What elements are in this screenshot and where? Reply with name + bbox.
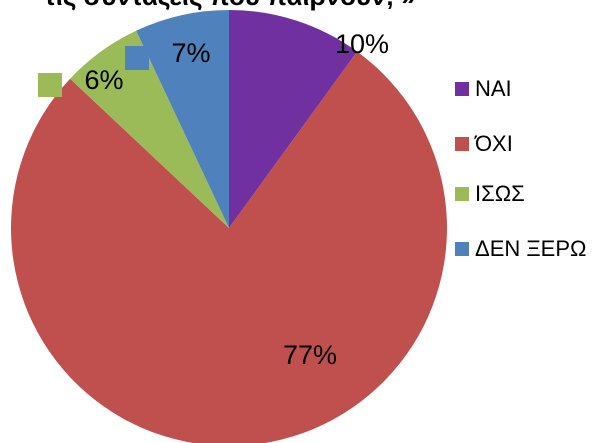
pie-slice: [11, 51, 447, 443]
pie-slice: [136, 10, 229, 228]
legend-label: ΝΑΙ: [475, 76, 512, 101]
label-key: [125, 46, 149, 70]
legend-label: ΔΕΝ ΞΕΡΩ: [475, 236, 586, 261]
legend-label: ΙΣΩΣ: [475, 181, 525, 206]
legend-swatch: [455, 82, 469, 96]
legend-label: ΌΧΙ: [474, 131, 513, 156]
data-label: 10%: [335, 29, 389, 59]
data-label: 77%: [283, 340, 337, 370]
chart-title: τις συντάξεις που παίρνουν; »: [44, 0, 416, 11]
data-label: 7%: [171, 38, 210, 68]
label-key: [38, 73, 62, 97]
legend-swatch: [455, 137, 469, 151]
legend-swatch: [455, 187, 469, 201]
pie-slice: [70, 30, 229, 228]
data-label: 6%: [84, 65, 123, 95]
legend-swatch: [455, 242, 469, 256]
pie-slice: [229, 10, 358, 228]
